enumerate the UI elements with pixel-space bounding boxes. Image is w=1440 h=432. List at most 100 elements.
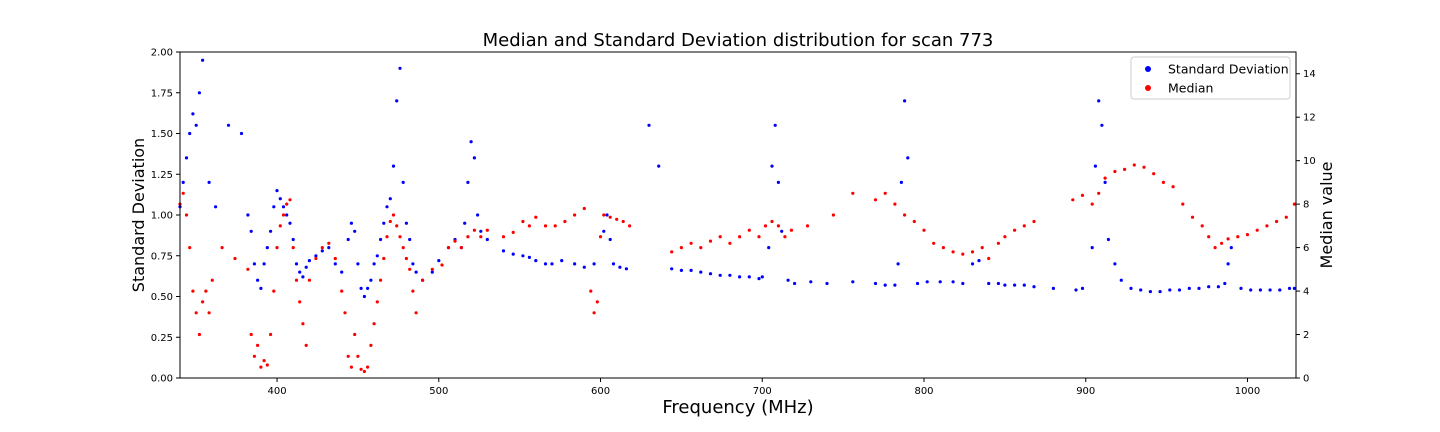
median-point (563, 219, 567, 224)
median-point (738, 235, 742, 239)
median-point (1022, 224, 1026, 228)
std-point (1103, 180, 1107, 184)
median-point (708, 239, 713, 243)
median-point (382, 256, 386, 261)
std-point (511, 252, 515, 256)
median-point (932, 241, 936, 245)
median-point (472, 228, 476, 232)
std-point (770, 164, 774, 168)
std-point (385, 205, 389, 209)
median-point (718, 235, 722, 239)
median-point (398, 235, 402, 239)
std-point (1013, 283, 1017, 287)
median-point (1071, 198, 1075, 202)
y-axis-left-title: Standard Deviation (129, 138, 148, 292)
median-point (589, 289, 593, 293)
median-point (1213, 246, 1217, 250)
median-point (592, 311, 596, 315)
median-point (1255, 228, 1259, 232)
std-point (1003, 283, 1007, 287)
std-point (1187, 286, 1191, 290)
std-point (1097, 99, 1101, 103)
std-point (391, 164, 396, 168)
std-point (757, 277, 761, 281)
median-point (265, 363, 269, 367)
std-point (379, 237, 383, 242)
x-tick-label: 1000 (1235, 386, 1260, 397)
std-point (582, 265, 586, 269)
std-point (197, 91, 201, 95)
median-point (922, 228, 926, 232)
std-point (708, 272, 713, 276)
std-point (1278, 288, 1282, 292)
std-point (647, 123, 651, 127)
median-point (1142, 165, 1146, 169)
x-tick-label: 700 (753, 386, 772, 397)
std-point (369, 278, 373, 282)
median-point (1132, 163, 1136, 167)
median-point (298, 300, 302, 304)
std-point (362, 294, 366, 299)
median-point (184, 213, 189, 217)
median-point (404, 256, 408, 261)
median-point (1103, 176, 1107, 180)
std-point (485, 237, 489, 242)
median-point (679, 246, 684, 250)
median-point (353, 332, 357, 337)
std-point (359, 286, 363, 290)
median-point (485, 228, 489, 232)
median-point (259, 365, 263, 369)
std-point (521, 254, 525, 258)
y-left-tick-label: 1.00 (151, 211, 173, 222)
std-point (366, 286, 370, 290)
median-point (275, 246, 279, 250)
median-point (272, 289, 276, 293)
median-point (249, 332, 253, 337)
legend-box (1130, 56, 1291, 100)
median-point (598, 235, 603, 239)
median-point (1284, 215, 1288, 219)
median-point (453, 239, 457, 243)
y-right-tick-label: 6 (1303, 243, 1309, 254)
std-point (353, 229, 357, 233)
std-point (1022, 283, 1026, 287)
median-point (1152, 172, 1156, 176)
std-point (301, 275, 305, 279)
median-point (246, 267, 250, 271)
std-point (265, 246, 269, 250)
median-point (391, 213, 396, 217)
median-point (873, 198, 878, 202)
y-left-tick-label: 1.25 (151, 170, 173, 181)
legend-label-std: Standard Deviation (1168, 62, 1289, 77)
legend: Standard Deviation Median (1130, 56, 1291, 100)
std-point (466, 180, 470, 184)
median-point (349, 365, 353, 369)
median-point (1090, 202, 1094, 206)
median-point (459, 246, 463, 250)
median-point (1097, 191, 1101, 195)
median-point (1275, 219, 1279, 224)
std-point (825, 281, 829, 286)
y-left-tick-label: 0.75 (151, 251, 173, 262)
std-point (1090, 246, 1094, 250)
median-point (1123, 167, 1127, 171)
std-point (1229, 246, 1233, 250)
median-point (430, 267, 434, 271)
std-point (304, 265, 308, 269)
std-point (194, 123, 198, 127)
std-point (246, 213, 250, 217)
median-point (188, 246, 192, 250)
median-point (851, 191, 855, 195)
median-point (521, 219, 525, 224)
legend-marker-median (1145, 85, 1151, 91)
median-point (440, 263, 444, 267)
median-point (395, 224, 399, 228)
median-point (1013, 228, 1017, 232)
y-right-tick-label: 8 (1303, 200, 1309, 211)
std-point (307, 259, 311, 263)
median-point (369, 343, 373, 347)
std-point (201, 58, 205, 62)
median-point (582, 206, 586, 211)
std-point (899, 180, 904, 184)
std-point (285, 213, 289, 217)
